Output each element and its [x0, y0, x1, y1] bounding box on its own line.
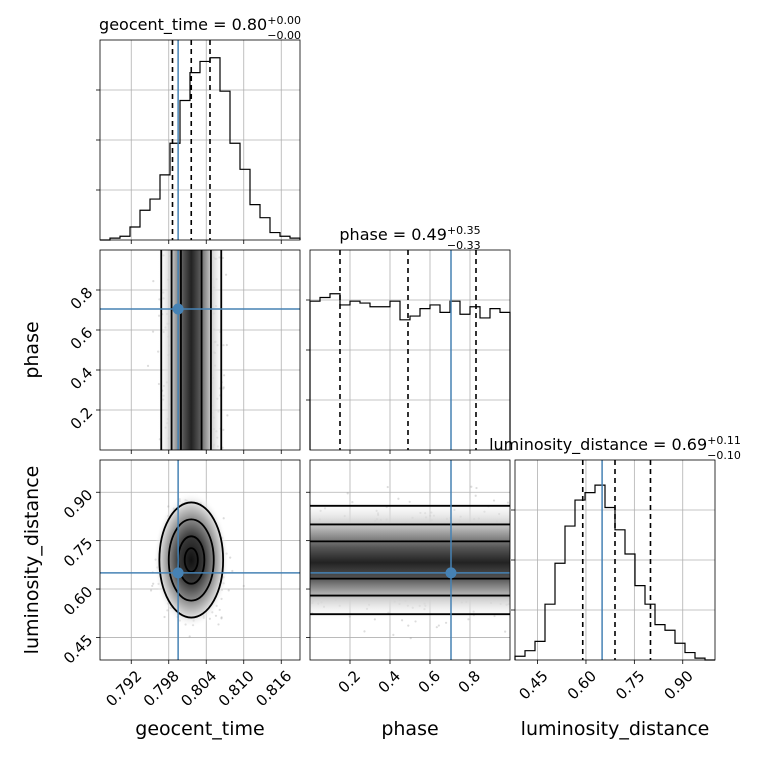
- histogram-geocent_time: [100, 57, 301, 241]
- histogram-phase: [309, 293, 511, 450]
- x-tick-label: 0.816: [252, 667, 295, 710]
- density-phase-luminosity_distance: [310, 485, 510, 640]
- y-tick-label: 0.8: [67, 284, 97, 314]
- panel-frame: [99, 459, 301, 661]
- truth-point: [172, 303, 184, 315]
- x-axis-label-luminosity_distance: luminosity_distance: [521, 718, 710, 740]
- y-tick-label: 0.75: [60, 534, 96, 570]
- y-tick-label: 0.45: [60, 631, 96, 667]
- x-tick-label: 0.75: [612, 667, 648, 703]
- contour-line: [158, 501, 225, 619]
- x-tick-label: 0.4: [375, 667, 405, 697]
- truth-point: [172, 567, 184, 579]
- truth-point: [445, 567, 457, 579]
- x-tick-label: 0.45: [515, 667, 551, 703]
- x-tick-label: 0.804: [177, 667, 220, 710]
- contour-line: [167, 518, 215, 602]
- density-geocent_time-phase: [146, 250, 229, 450]
- panel-frame: [99, 249, 301, 451]
- y-axis-label-phase: phase: [21, 321, 43, 378]
- x-tick-label: 0.8: [455, 667, 485, 697]
- density-geocent_time-luminosity_distance: [149, 492, 245, 638]
- x-tick-label: 0.6: [415, 667, 445, 697]
- title-sub-phase: −0.33: [447, 239, 481, 252]
- x-tick-label: 0.798: [140, 667, 183, 710]
- y-tick-label: 0.90: [60, 486, 96, 522]
- y-tick-label: 0.6: [67, 324, 97, 354]
- title-luminosity_distance: luminosity_distance = 0.69+0.11: [489, 434, 741, 455]
- x-tick-label: 0.2: [335, 667, 365, 697]
- title-sub-geocent_time: −0.00: [267, 29, 301, 42]
- title-sub-luminosity_distance: −0.10: [707, 449, 741, 462]
- contour-line: [183, 547, 199, 573]
- x-tick-label: 0.810: [215, 667, 258, 710]
- panel-frame: [309, 459, 511, 661]
- x-axis-label-phase: phase: [381, 718, 438, 740]
- x-tick-label: 0.60: [564, 667, 600, 703]
- y-tick-label: 0.4: [67, 364, 97, 394]
- x-tick-label: 0.90: [661, 667, 697, 703]
- x-tick-label: 0.792: [102, 667, 145, 710]
- y-tick-label: 0.2: [67, 404, 97, 434]
- y-tick-label: 0.60: [60, 583, 96, 619]
- title-geocent_time: geocent_time = 0.80+0.00: [99, 14, 301, 35]
- x-axis-label-geocent_time: geocent_time: [135, 718, 264, 740]
- title-phase: phase = 0.49+0.35: [339, 224, 480, 244]
- y-axis-label-luminosity_distance: luminosity_distance: [21, 466, 43, 655]
